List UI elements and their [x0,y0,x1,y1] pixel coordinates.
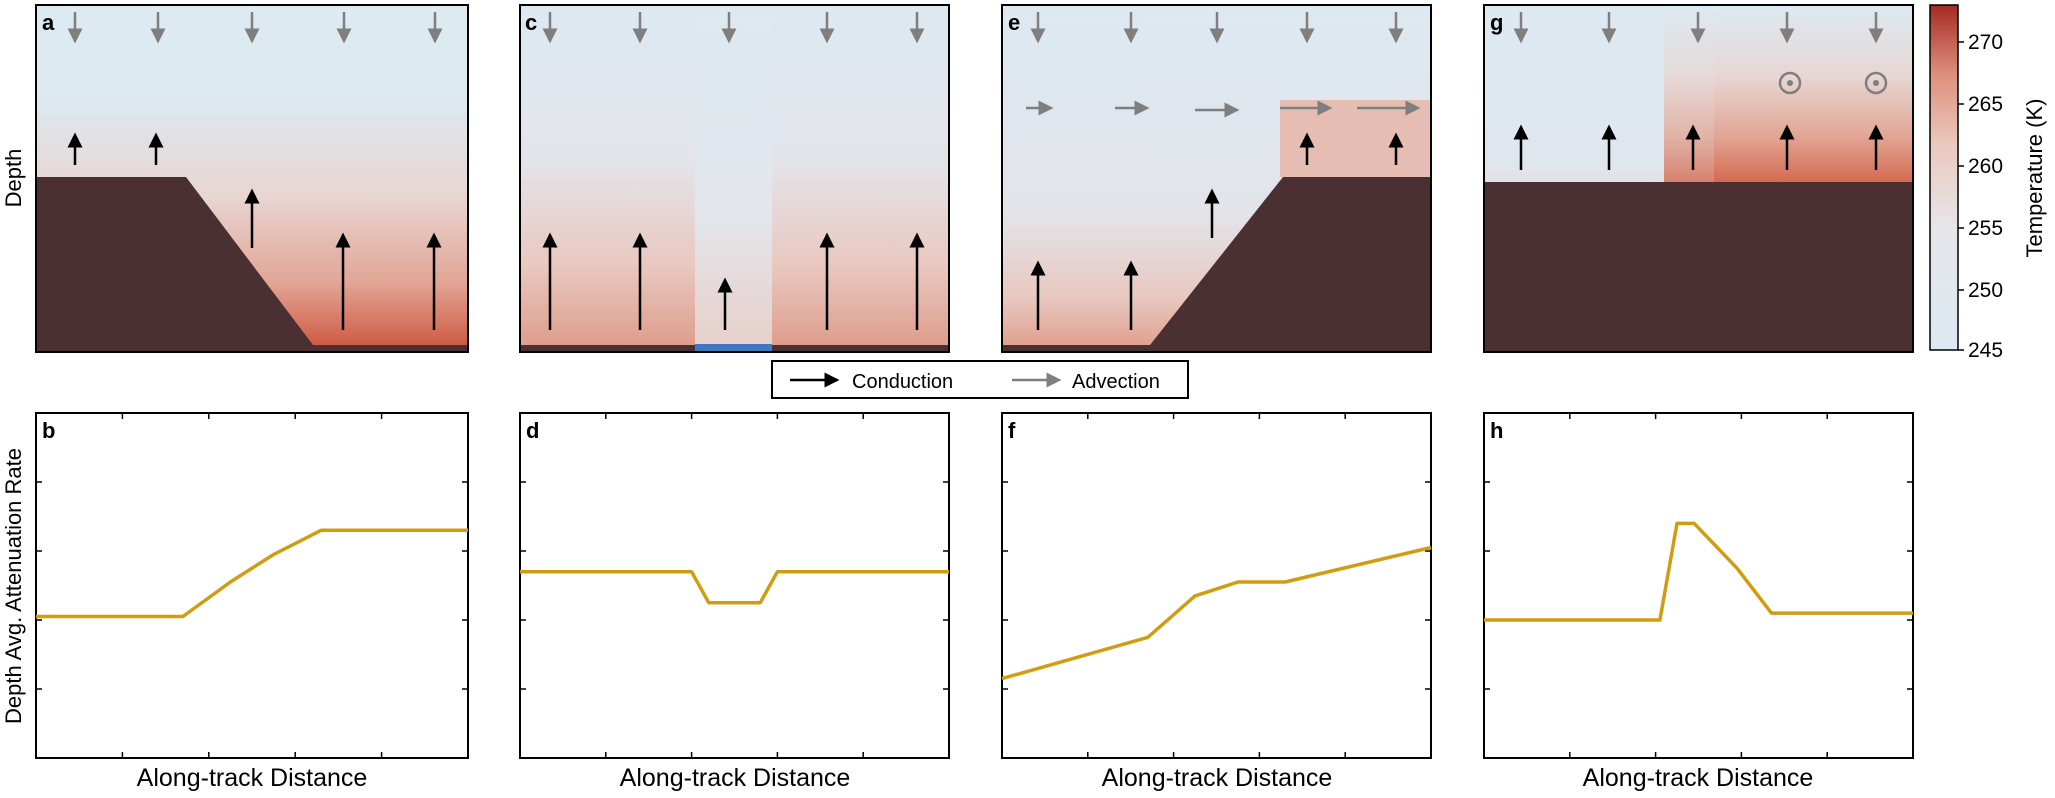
conduction-arrows [1513,124,1884,170]
attenuation-line-b [36,528,468,619]
panel-letter-d: d [526,418,539,443]
advection-arrows [542,12,925,44]
colorbar-tick: 255 [1968,217,2003,240]
bedrock [36,177,468,352]
colorbar-tick: 265 [1968,93,2003,116]
advection-arrows [1026,12,1421,118]
colorbar: 270 265 260 255 250 245 Temperature (K) [1929,4,2047,362]
colorbar-tick: 260 [1968,155,2003,178]
x-axis-label-h: Along-track Distance [1583,764,1814,792]
bedrock [1002,177,1431,352]
colorbar-tick: 245 [1968,339,2003,362]
panel-e: e [1001,4,1432,353]
attenuation-line-h [1484,521,1913,622]
chart-frame [1483,412,1914,759]
conduction-arrows [1030,132,1404,330]
chart-frame [519,412,950,759]
advection-arrows [67,12,443,44]
chart-panel-d: d [519,412,950,759]
chart-panel-b: b [35,412,469,759]
panel-letter-h: h [1490,418,1503,443]
x-axis-label-b: Along-track Distance [137,764,368,792]
panel-a: a [35,4,469,353]
chart-frame [35,412,469,759]
chart-panel-h: h [1483,412,1914,759]
attenuation-line-d [520,569,949,605]
attenuation-line-f [1001,545,1432,681]
out-of-plane-icons [1778,71,1888,95]
panel-letter-e: e [1008,10,1020,35]
advection-arrows [1513,12,1884,44]
panel-letter-g: g [1490,10,1503,35]
top-y-axis-label: Depth [1,149,26,208]
panel-letter-f: f [1008,418,1016,443]
legend-conduction-label: Conduction [852,371,953,393]
colorbar-label: Temperature (K) [2022,99,2047,258]
panel-letter-c: c [525,10,537,35]
chart-frame [1001,412,1432,759]
chart-panel-f: f [1001,412,1432,759]
panel-letter-b: b [42,418,55,443]
panel-letter-a: a [42,10,55,35]
bottom-y-axis-label: Depth Avg. Attenuation Rate [1,448,26,724]
legend: Conduction Advection [771,360,1189,399]
basal-water [695,344,772,351]
panel-c: c [519,4,950,353]
x-axis-label-d: Along-track Distance [620,764,851,792]
panel-g: g [1483,4,1914,353]
conduction-arrows [542,232,925,330]
bedrock [1484,182,1913,352]
conduction-arrows [67,132,442,330]
colorbar-tick: 250 [1968,279,2003,302]
colorbar-tick: 270 [1968,31,2003,54]
legend-advection-label: Advection [1072,371,1160,393]
x-axis-label-f: Along-track Distance [1102,764,1333,792]
